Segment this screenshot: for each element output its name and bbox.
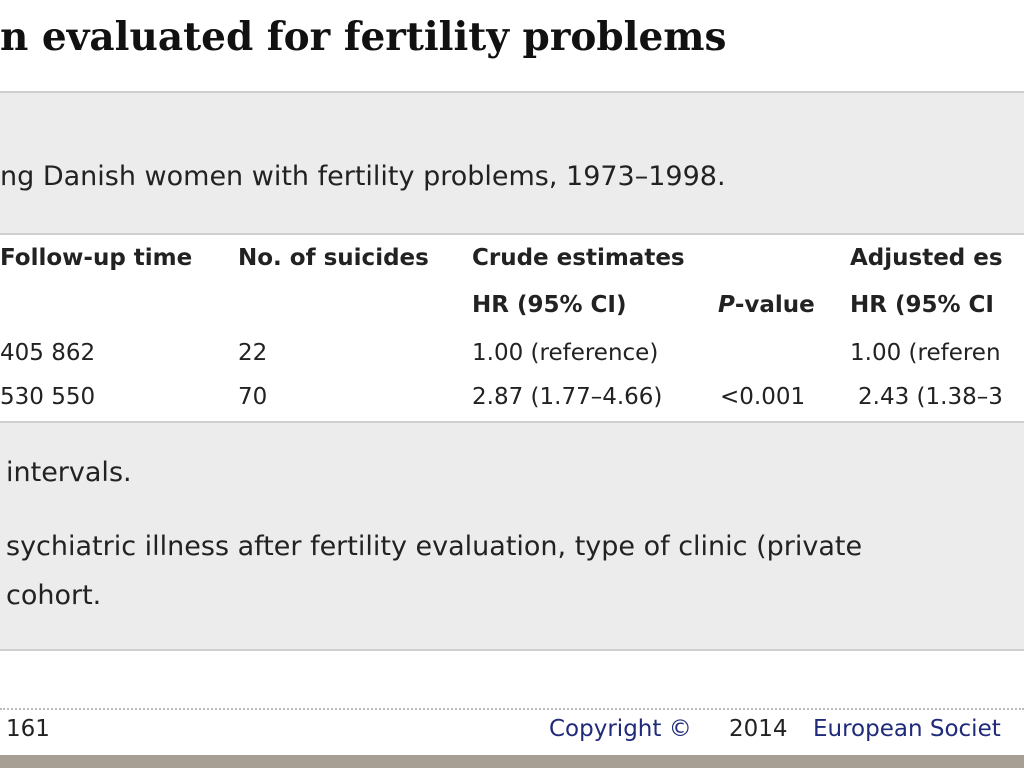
table-panel: ng Danish women with fertility problems,…: [0, 91, 1024, 651]
column-subheader: HR (95% CI: [850, 292, 994, 318]
cell: 2.43 (1.38–3: [858, 384, 1003, 410]
column-header: Adjusted es: [850, 245, 1003, 271]
data-table: Follow-up time No. of suicides Crude est…: [0, 233, 1024, 423]
cell: 1.00 (referen: [850, 340, 1001, 366]
p-italic: P: [718, 292, 735, 318]
column-subheader: HR (95% CI): [472, 292, 627, 318]
cell: 405 862: [0, 340, 96, 366]
article-title: n evaluated for fertility problems: [0, 14, 727, 60]
copyright-year: 2014: [729, 716, 788, 742]
column-subheader: P-value: [718, 292, 815, 318]
separator: [0, 708, 1024, 710]
cell: 1.00 (reference): [472, 340, 659, 366]
publisher-link[interactable]: European Societ: [813, 716, 1001, 742]
page-number: 161: [6, 716, 50, 742]
cell: 22: [238, 340, 268, 366]
cell: 530 550: [0, 384, 96, 410]
cell: 2.87 (1.77–4.66): [472, 384, 663, 410]
copyright: Copyright ©: [549, 716, 692, 742]
footnote: cohort.: [6, 580, 102, 611]
cell: 70: [238, 384, 268, 410]
column-header: Crude estimates: [472, 245, 685, 271]
footnote: sychiatric illness after fertility evalu…: [6, 531, 863, 562]
table-caption: ng Danish women with fertility problems,…: [0, 161, 726, 192]
column-header: No. of suicides: [238, 245, 429, 271]
footnote: intervals.: [6, 457, 132, 488]
column-header: Follow-up time: [0, 245, 193, 271]
p-rest: -value: [734, 292, 815, 318]
bottom-bar: [0, 755, 1024, 768]
cell: <0.001: [720, 384, 806, 410]
